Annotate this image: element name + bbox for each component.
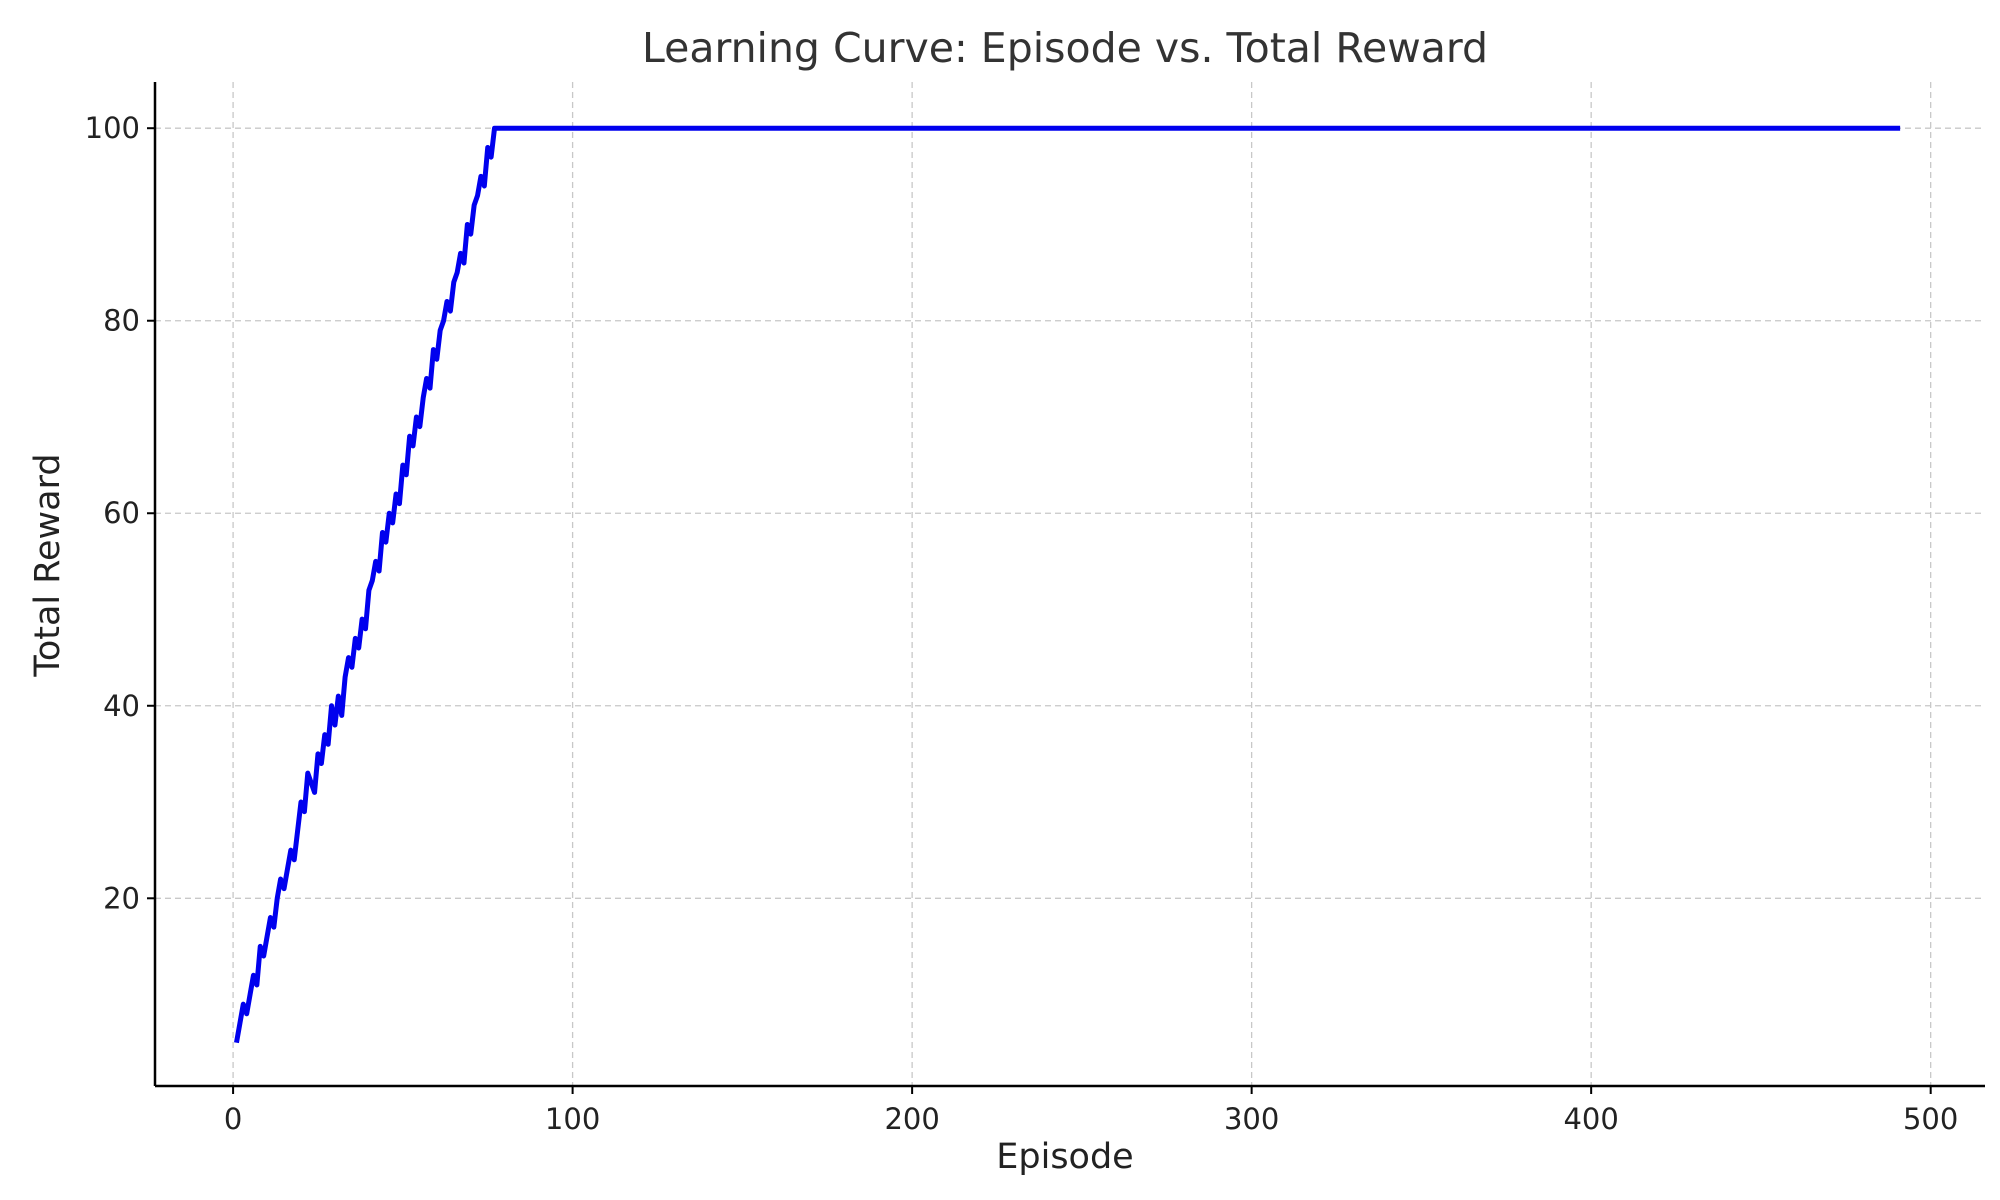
y-tick-label: 100: [85, 111, 140, 145]
chart-title: Learning Curve: Episode vs. Total Reward: [642, 24, 1488, 72]
tick-marks: 0 100 200 300 400 500 20 40 60 80 100: [85, 111, 1959, 1136]
y-tick-label: 40: [103, 689, 140, 723]
y-tick-label: 60: [103, 496, 140, 530]
series-layer: [234, 125, 1901, 1044]
x-axis-label: Episode: [996, 1137, 1133, 1177]
y-tick-label: 80: [103, 304, 140, 338]
axes: [153, 82, 1985, 1088]
grid-lines: [155, 82, 1985, 1086]
x-tick-label: 300: [1224, 1102, 1279, 1136]
y-tick-label: 20: [103, 881, 140, 915]
x-tick-label: 500: [1903, 1102, 1958, 1136]
x-tick-label: 100: [545, 1102, 600, 1136]
x-tick-label: 400: [1563, 1102, 1618, 1136]
series-line: [234, 125, 1901, 1044]
x-tick-label: 0: [224, 1102, 242, 1136]
x-tick-label: 200: [884, 1102, 939, 1136]
y-axis-label: Total Reward: [28, 453, 68, 677]
